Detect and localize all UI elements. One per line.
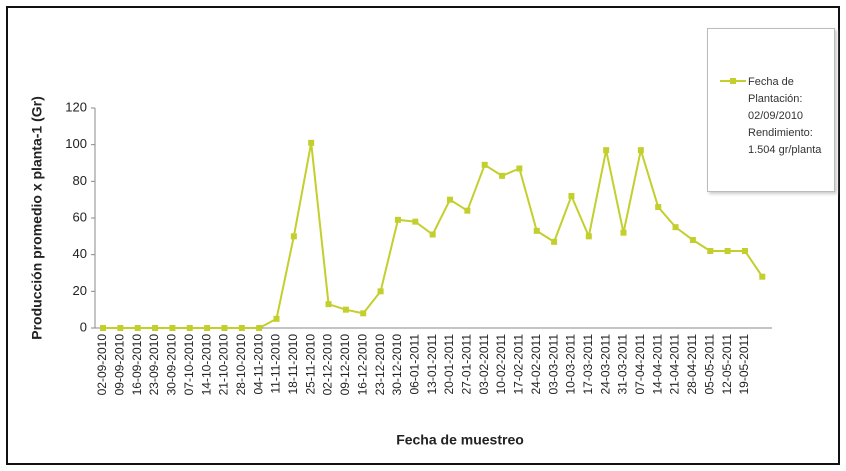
x-tick-label: 21-04-2011 [668,334,682,395]
y-tick-label: 80 [73,173,87,188]
x-tick-label: 17-02-2011 [512,334,526,395]
y-tick-label: 120 [65,99,87,114]
point [741,248,748,254]
point [134,325,141,331]
x-tick-label: 02-12-2010 [321,334,335,396]
y-tick-label: 0 [80,319,87,334]
point [169,325,176,331]
x-tick-label: 07-10-2010 [182,334,196,396]
point [533,227,540,234]
point [689,237,696,243]
y-axis-title: Producción promedio x planta-1 (Gr) [29,96,45,339]
x-tick-label: 12-05-2011 [720,334,734,395]
point [551,238,558,245]
y-tick-label: 40 [73,246,87,261]
point [585,233,592,240]
point [204,325,211,331]
point [464,207,471,214]
x-tick-label: 11-11-2010 [269,334,283,394]
x-tick-label: 09-09-2010 [113,334,127,396]
x-axis-title: Fecha de muestreo [396,432,524,448]
x-tick-label: 25-11-2010 [303,334,317,395]
x-tick-label: 16-12-2010 [355,334,369,396]
point [412,218,419,225]
x-tick-label: 10-03-2011 [564,334,578,395]
point [152,325,159,331]
point [308,139,315,146]
x-tick-label: 24-02-2011 [529,334,543,395]
x-tick-label: 13-01-2011 [425,334,439,395]
x-tick-label: 05-05-2011 [702,334,716,395]
x-tick-label: 19-05-2011 [737,334,751,395]
point [100,325,106,331]
point [603,147,610,154]
x-tick-label: 16-09-2010 [130,334,144,396]
x-tick-label: 23-12-2010 [373,334,387,396]
point [516,165,523,172]
point [672,224,679,231]
x-tick-label: 03-02-2011 [477,334,491,395]
point [360,310,367,317]
legend-marker [730,78,736,84]
x-tick-label: 03-03-2011 [546,334,560,395]
point [256,325,263,331]
point [377,288,384,295]
point [290,233,297,240]
point [620,229,627,236]
point [481,161,488,168]
point [221,325,228,331]
legend-swatch [720,78,746,84]
x-tick-label: 24-03-2011 [598,334,612,395]
x-tick-label: 27-01-2011 [460,334,474,395]
point [759,273,766,280]
point [394,216,401,223]
point [568,193,575,199]
x-tick-label: 07-04-2011 [633,334,647,395]
point [117,325,124,331]
point [342,306,349,313]
x-tick-label: 28-04-2011 [685,334,699,395]
point [429,231,436,238]
frame [6,6,840,465]
point [707,248,714,254]
x-tick-label: 20-01-2011 [442,334,456,395]
x-tick-label: 31-03-2011 [616,334,630,395]
point [186,325,193,331]
x-tick-label: 09-12-2010 [338,334,352,396]
x-tick-label: 28-10-2010 [234,334,248,396]
point [637,147,644,154]
x-tick-label: 10-02-2011 [494,334,508,395]
x-tick-label: 14-04-2011 [650,334,664,395]
legend: Fecha de Plantación: 02/09/2010 Rendimie… [707,28,835,192]
point [724,248,731,254]
x-tick-label: 18-11-2010 [286,334,300,395]
x-tick-label: 21-10-2010 [217,334,231,396]
x-tick-label: 06-01-2011 [407,334,421,395]
point [325,301,332,308]
point [447,196,453,203]
x-tick-label: 23-09-2010 [147,334,161,396]
y-tick-label: 20 [73,283,87,298]
x-tick-label: 14-10-2010 [199,334,213,396]
x-tick-label: 30-12-2010 [390,334,404,396]
x-tick-label: 30-09-2010 [165,334,179,396]
y-tick-label: 100 [65,136,87,151]
point [273,315,280,322]
y-tick-label: 60 [73,209,87,224]
x-tick-label: 17-03-2011 [581,334,595,395]
point [499,172,506,179]
point [238,325,245,331]
legend-label: Fecha de Plantación: 02/09/2010 Rendimie… [748,76,822,156]
point [655,204,662,210]
x-tick-label: 04-11-2010 [251,334,265,395]
x-tick-label: 02-09-2010 [95,334,109,396]
